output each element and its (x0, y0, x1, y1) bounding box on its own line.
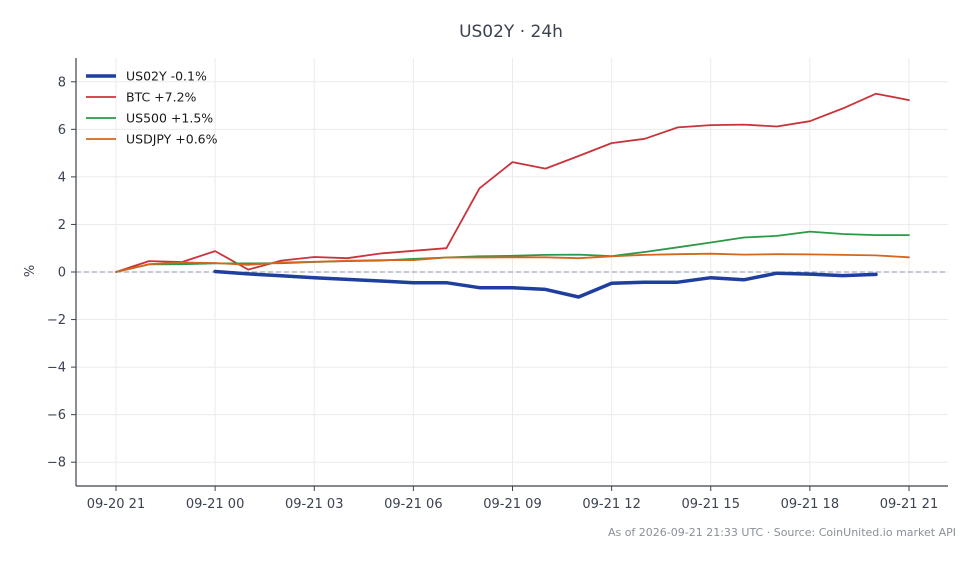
y-tick-label: −6 (47, 408, 66, 423)
legend: US02Y -0.1% BTC +7.2% US500 +1.5% USDJPY +0… (86, 69, 218, 147)
y-tick-label: −2 (47, 313, 66, 328)
series-line-us02y (213, 269, 878, 299)
y-tick-label: 0 (58, 266, 66, 281)
axes: −8 −6 −4 −2 0 2 4 6 8 09-20 21 09-21 00 09-21 03 09-… (47, 58, 948, 512)
y-tick-label: 8 (58, 75, 66, 90)
x-tick-label: 09-21 21 (880, 497, 938, 512)
x-tick-label: 09-21 03 (285, 497, 343, 512)
series-line-btc (115, 92, 910, 273)
y-tick-label: 4 (58, 170, 66, 185)
series-lines (115, 92, 910, 299)
x-tick-label: 09-21 12 (582, 497, 640, 512)
x-tick-label: 09-20 21 (87, 497, 145, 512)
x-tick-label: 09-21 00 (186, 497, 244, 512)
legend-label-us500: US500 +1.5% (126, 111, 213, 126)
x-tick-label: 09-21 15 (682, 497, 740, 512)
legend-label-us02y: US02Y -0.1% (126, 69, 207, 84)
legend-label-usdjpy: USDJPY +0.6% (126, 132, 218, 147)
y-tick-label: 6 (58, 123, 66, 138)
x-tick-label: 09-21 09 (483, 497, 541, 512)
series-line-us500 (115, 230, 910, 273)
series-line-usdjpy (115, 252, 910, 273)
y-tick-label: −8 (47, 456, 66, 471)
legend-label-btc: BTC +7.2% (126, 90, 197, 105)
chart-title: US02Y · 24h (459, 22, 563, 42)
x-tick-label: 09-21 18 (781, 497, 839, 512)
y-tick-label: −4 (47, 361, 66, 376)
source-footnote: As of 2026-09-21 21:33 UTC · Source: Coi… (607, 526, 956, 539)
y-axis-label: % (23, 265, 38, 277)
x-tick-label: 09-21 06 (384, 497, 442, 512)
y-tick-label: 2 (58, 218, 66, 233)
